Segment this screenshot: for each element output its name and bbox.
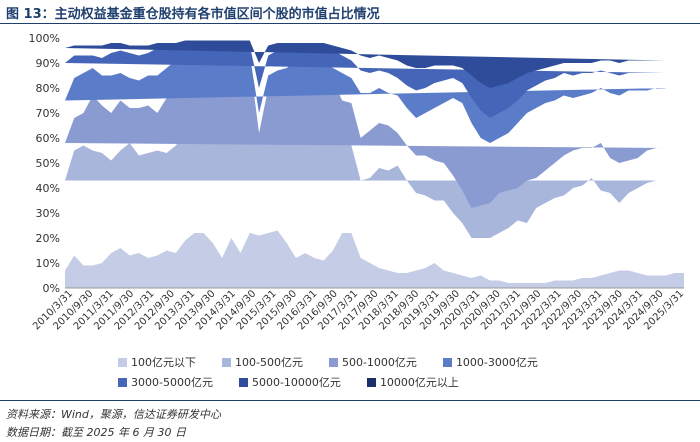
legend-label: 100-500亿元 bbox=[235, 356, 303, 369]
legend-row-1: 100亿元以下 100-500亿元 500-1000亿元 1000-3000亿元 bbox=[118, 352, 598, 372]
y-tick-label: 70% bbox=[36, 107, 60, 120]
legend-swatch bbox=[442, 357, 452, 367]
legend-swatch bbox=[118, 377, 127, 387]
figure-title: 图 13：主动权益基金重仓股持有各市值区间个股的市值占比情况 bbox=[6, 7, 380, 22]
y-tick-label: 90% bbox=[36, 57, 60, 70]
stacked-area-chart: 0%10%20%30%40%50%60%70%80%90%100%2010/3/… bbox=[29, 32, 687, 332]
legend-item-over-10000: 10000亿元以上 bbox=[366, 374, 459, 390]
legend-label: 1000-3000亿元 bbox=[455, 356, 538, 369]
legend-swatch bbox=[366, 377, 376, 387]
data-source-note: 资料来源：Wind，聚源，信达证券研发中心 bbox=[6, 408, 221, 421]
y-tick-label: 0% bbox=[43, 282, 60, 295]
y-tick-label: 80% bbox=[36, 82, 60, 95]
legend-swatch bbox=[328, 357, 338, 367]
legend-item-100-500: 100-500亿元 bbox=[222, 354, 303, 370]
area-series-1 bbox=[65, 78, 657, 238]
legend-item-3000-5000: 3000-5000亿元 bbox=[118, 374, 213, 390]
legend-swatch bbox=[238, 377, 248, 387]
legend-label: 3000-5000亿元 bbox=[131, 376, 213, 389]
legend-item-1000-3000: 1000-3000亿元 bbox=[442, 354, 538, 370]
footer-divider bbox=[0, 400, 700, 401]
title-divider bbox=[0, 23, 700, 24]
y-tick-label: 20% bbox=[36, 232, 60, 245]
y-tick-label: 100% bbox=[29, 32, 60, 45]
legend-label: 100亿元以下 bbox=[131, 356, 196, 369]
legend-item-500-1000: 500-1000亿元 bbox=[328, 354, 417, 370]
y-tick-label: 30% bbox=[36, 207, 60, 220]
legend-label: 10000亿元以上 bbox=[379, 376, 459, 389]
area-series-3 bbox=[65, 48, 666, 143]
y-tick-label: 50% bbox=[36, 157, 60, 170]
chart-legend: 100亿元以下 100-500亿元 500-1000亿元 1000-3000亿元… bbox=[118, 352, 598, 392]
legend-label: 500-1000亿元 bbox=[341, 356, 417, 369]
legend-swatch bbox=[222, 357, 231, 367]
area-series-4 bbox=[65, 40, 666, 118]
legend-row-2: 3000-5000亿元 5000-10000亿元 10000亿元以上 bbox=[118, 372, 598, 392]
data-date-note: 数据日期：截至 2025 年 6 月 30 日 bbox=[6, 426, 186, 439]
y-tick-label: 40% bbox=[36, 182, 60, 195]
area-series-5 bbox=[65, 40, 666, 88]
y-tick-label: 10% bbox=[36, 257, 60, 270]
legend-label: 5000-10000亿元 bbox=[251, 376, 341, 389]
legend-swatch bbox=[118, 357, 127, 367]
legend-item-under-100: 100亿元以下 bbox=[118, 354, 196, 370]
y-tick-label: 60% bbox=[36, 132, 60, 145]
legend-item-5000-10000: 5000-10000亿元 bbox=[238, 374, 341, 390]
area-series-0 bbox=[65, 230, 684, 288]
